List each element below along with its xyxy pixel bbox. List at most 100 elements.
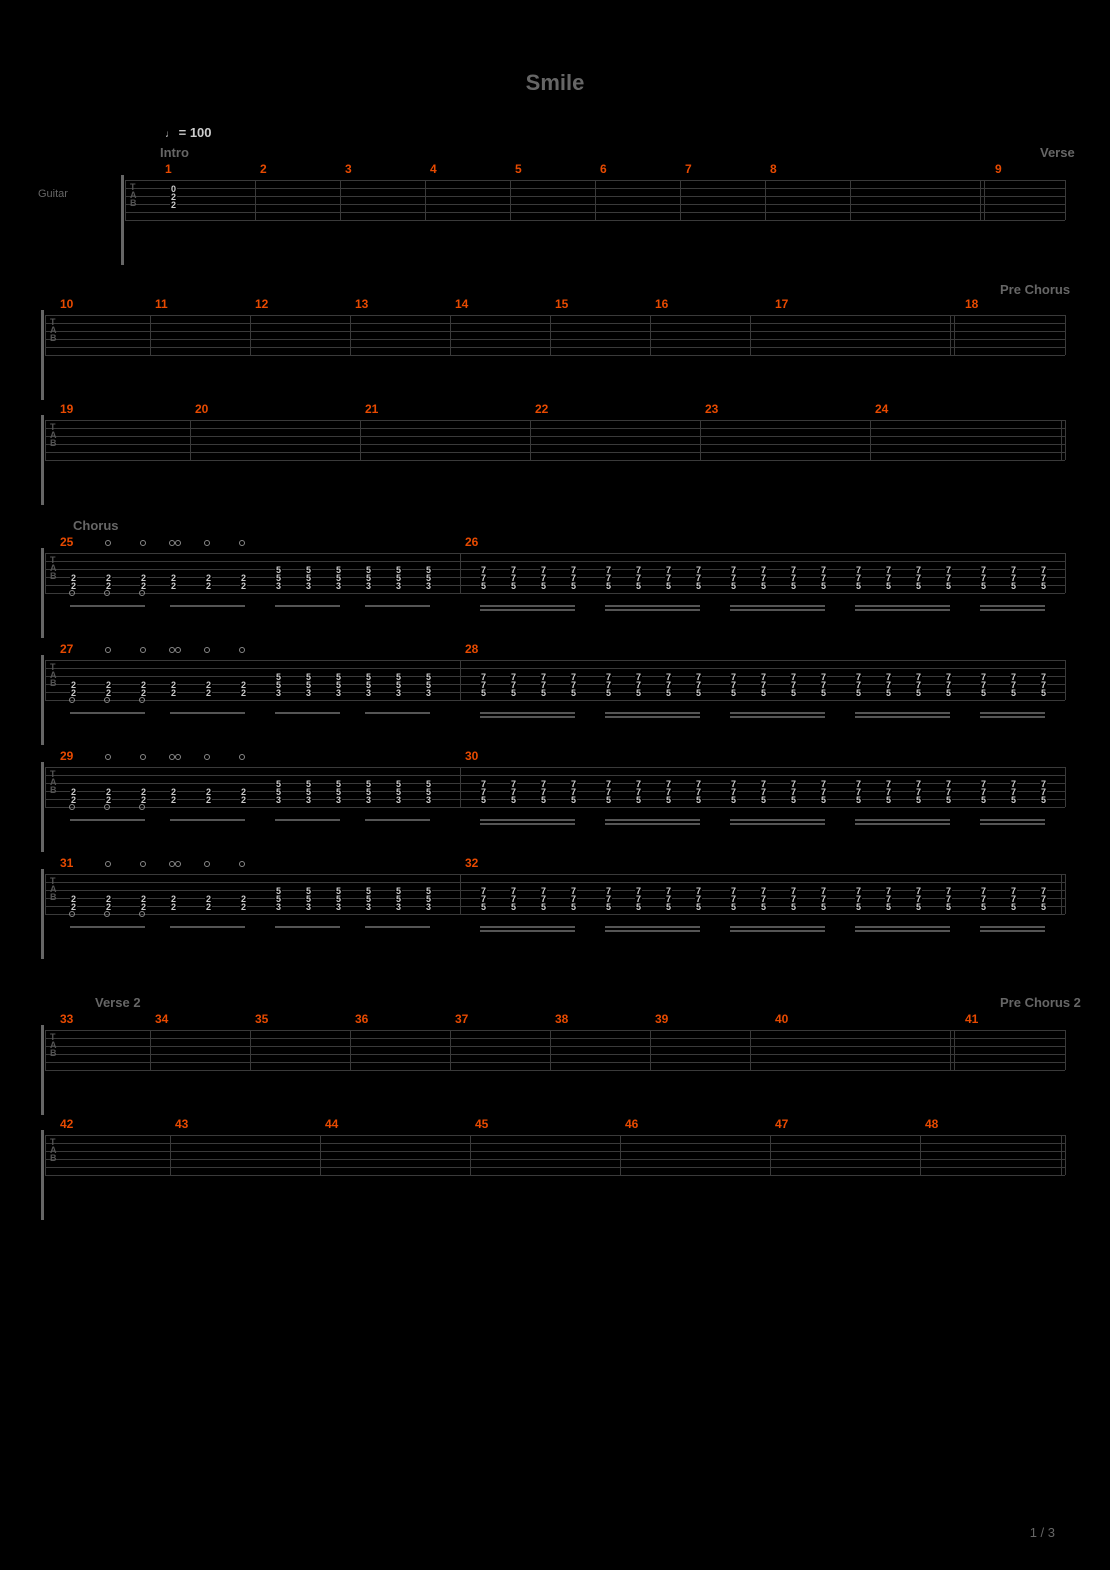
staff-bracket — [41, 548, 44, 638]
tab-note: 5 — [945, 796, 952, 804]
section-label: Chorus — [73, 518, 119, 533]
measure-number: 48 — [925, 1117, 938, 1131]
staff-line — [45, 1167, 1065, 1168]
beam — [855, 823, 950, 825]
tab-note: 3 — [425, 582, 432, 590]
staff-line — [45, 767, 1065, 768]
page-number: 1 / 3 — [1030, 1525, 1055, 1540]
tab-note: 5 — [885, 796, 892, 804]
barline — [1065, 315, 1066, 355]
tab-note: 3 — [335, 796, 342, 804]
end-barline — [1065, 1135, 1066, 1175]
open-note — [105, 861, 111, 867]
tab-note: 5 — [510, 903, 517, 911]
tab-note: 5 — [695, 903, 702, 911]
open-note — [175, 754, 181, 760]
beam — [480, 930, 575, 932]
double-barline — [950, 315, 951, 355]
staff-line — [45, 315, 1065, 316]
tab-note: 5 — [945, 689, 952, 697]
tab-note: 5 — [820, 582, 827, 590]
measure-number: 15 — [555, 297, 568, 311]
measure-number: 1 — [165, 162, 172, 176]
tab-note: 3 — [275, 796, 282, 804]
beam — [980, 712, 1045, 714]
tab-clef: TAB — [130, 183, 137, 207]
tab-note: 5 — [855, 903, 862, 911]
section-label: Pre Chorus 2 — [1000, 995, 1081, 1010]
beam — [730, 605, 825, 607]
open-note — [69, 911, 75, 917]
staff-line — [45, 355, 1065, 356]
tab-note: 2 — [170, 201, 177, 209]
staff-bracket — [41, 1025, 44, 1115]
barline — [460, 874, 461, 914]
tab-staff: TAB3132222222222222553553553553553553775… — [45, 874, 1065, 924]
tab-note: 2 — [70, 689, 77, 697]
tab-note: 3 — [425, 903, 432, 911]
tab-note: 5 — [695, 689, 702, 697]
barline — [350, 315, 351, 355]
open-note — [175, 861, 181, 867]
tab-note: 5 — [980, 689, 987, 697]
beam — [480, 823, 575, 825]
staff-line — [45, 1070, 1065, 1071]
open-note — [175, 647, 181, 653]
barline — [680, 180, 681, 220]
tab-note: 5 — [570, 582, 577, 590]
tab-note: 3 — [365, 582, 372, 590]
tab-note: 2 — [205, 796, 212, 804]
section-label: Verse 2 — [95, 995, 141, 1010]
beam — [855, 926, 950, 928]
tab-note: 2 — [170, 796, 177, 804]
section-label: Verse — [1040, 145, 1075, 160]
beam — [70, 926, 145, 928]
open-note — [105, 540, 111, 546]
open-note — [169, 861, 175, 867]
tab-note: 5 — [540, 689, 547, 697]
tab-note: 5 — [980, 796, 987, 804]
beam — [730, 926, 825, 928]
tab-note: 5 — [945, 903, 952, 911]
open-note — [204, 861, 210, 867]
beam — [275, 712, 340, 714]
open-note — [69, 590, 75, 596]
tab-note: 5 — [1010, 582, 1017, 590]
measure-number: 4 — [430, 162, 437, 176]
staff-line — [45, 585, 1065, 586]
tab-clef: TAB — [50, 318, 57, 342]
measure-number: 31 — [60, 856, 73, 870]
tab-clef: TAB — [50, 663, 57, 687]
tab-note: 3 — [395, 582, 402, 590]
measure-number: 19 — [60, 402, 73, 416]
beam — [480, 819, 575, 821]
tab-staff: TAB2526222222222222553553553553553553775… — [45, 553, 1065, 603]
staff-line — [45, 882, 1065, 883]
barline — [470, 1135, 471, 1175]
beam — [730, 609, 825, 611]
measure-number: 6 — [600, 162, 607, 176]
tab-note: 5 — [635, 689, 642, 697]
measure-number: 33 — [60, 1012, 73, 1026]
tab-note: 5 — [605, 903, 612, 911]
staff-line — [45, 1046, 1065, 1047]
staff-line — [45, 1135, 1065, 1136]
open-note — [69, 804, 75, 810]
end-barline — [1061, 420, 1062, 460]
tab-note: 2 — [140, 796, 147, 804]
barline — [770, 1135, 771, 1175]
measure-number: 11 — [155, 297, 168, 311]
measure-number: 32 — [465, 856, 478, 870]
open-note — [104, 590, 110, 596]
tab-note: 5 — [855, 796, 862, 804]
staff-line — [45, 1159, 1065, 1160]
end-barline — [1061, 1135, 1062, 1175]
barline — [650, 1030, 651, 1070]
staff-line — [45, 569, 1065, 570]
beam — [855, 712, 950, 714]
tab-note: 3 — [395, 689, 402, 697]
measure-number: 39 — [655, 1012, 668, 1026]
tab-note: 5 — [760, 582, 767, 590]
open-note — [139, 697, 145, 703]
barline — [750, 1030, 751, 1070]
